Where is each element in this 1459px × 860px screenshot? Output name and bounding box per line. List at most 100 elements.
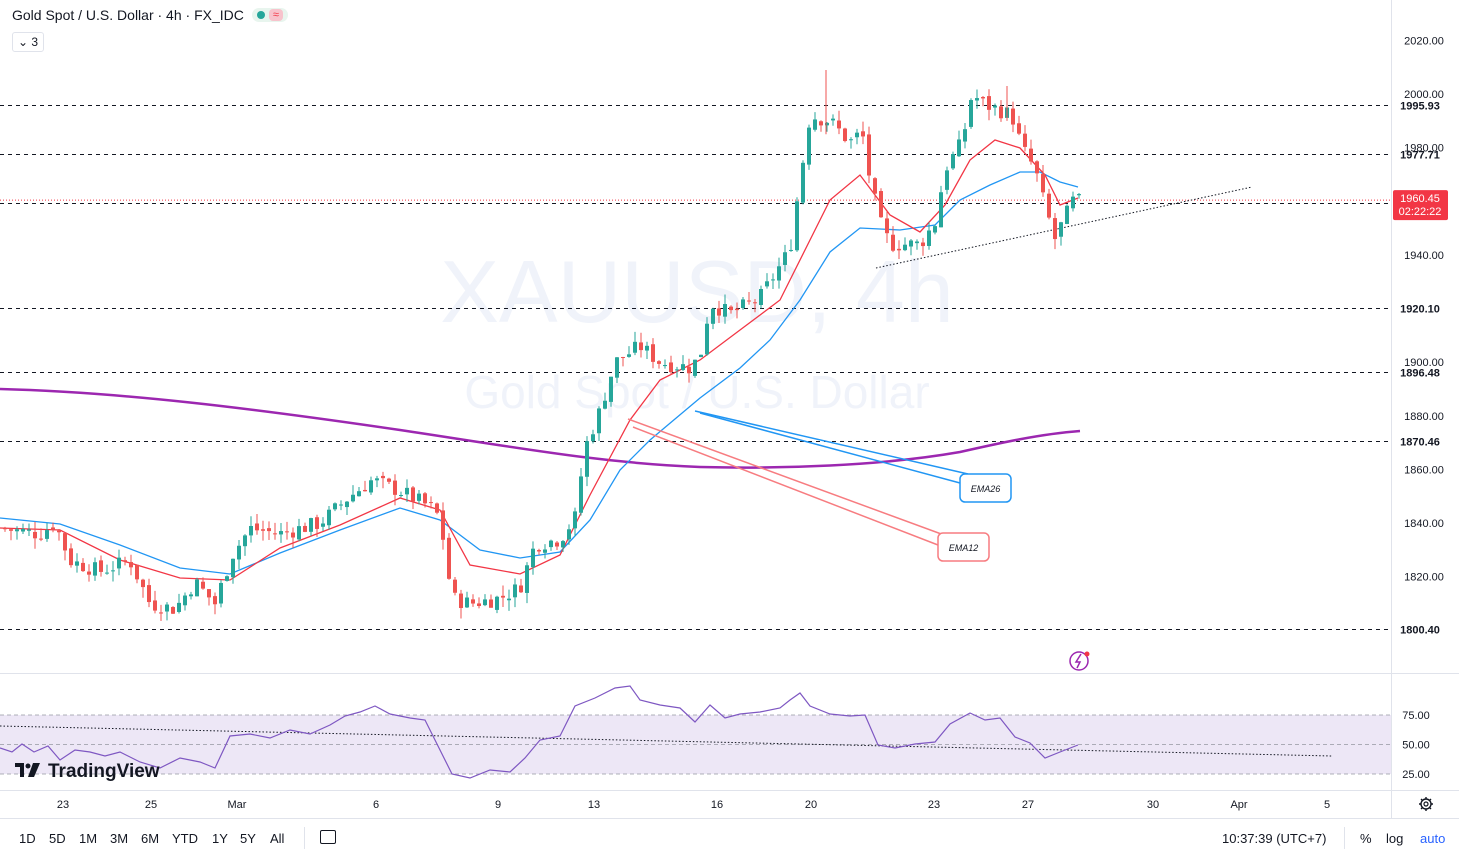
toolbar-separator	[1344, 827, 1345, 849]
candle-body	[735, 308, 739, 311]
clock[interactable]: 10:37:39 (UTC+7)	[1222, 831, 1327, 846]
candle-body	[591, 434, 595, 442]
candle-body	[855, 132, 859, 138]
candle-body	[309, 518, 313, 532]
level-label: 1896.48	[1400, 368, 1440, 380]
time-label: 23	[57, 799, 69, 811]
candle-body	[519, 585, 523, 593]
candle-body	[1059, 222, 1063, 237]
symbol-title[interactable]: Gold Spot / U.S. Dollar · 4h · FX_IDC	[12, 7, 244, 23]
candle-body	[345, 501, 349, 508]
percent-toggle[interactable]: %	[1360, 831, 1372, 846]
timeframe-1y[interactable]: 1Y	[212, 831, 228, 846]
candle-body	[363, 489, 367, 492]
candle-body	[351, 494, 355, 502]
candle-body	[573, 511, 577, 529]
candle-body	[327, 509, 331, 526]
market-open-icon	[256, 11, 265, 19]
candle-body	[831, 118, 835, 121]
candle-body	[447, 537, 451, 579]
time-axis-labels: 23 25 Mar 6 9 13 16 20 23 27 30 Apr 5	[57, 799, 1330, 811]
candle-body	[135, 564, 139, 580]
candle-body	[657, 361, 661, 364]
ema26-callout-box[interactable]	[959, 473, 1012, 503]
timeframe-6m[interactable]: 6M	[141, 831, 160, 846]
candle-body	[663, 365, 667, 367]
price-tick: 2000.00	[1404, 89, 1444, 101]
horizontal-levels: 1995.931977.711959.251920.101896.481870.…	[0, 97, 1448, 638]
candle-body	[765, 281, 769, 287]
timeframe-all[interactable]: All	[270, 831, 285, 846]
candle-body	[585, 441, 589, 477]
candle-body	[1041, 173, 1045, 193]
timeframe-3m[interactable]: 3M	[110, 831, 129, 846]
candle-body	[627, 354, 631, 357]
price-tick: 1820.00	[1404, 572, 1444, 584]
candle-body	[387, 478, 391, 482]
candle-body	[807, 127, 811, 165]
long-ma-line	[0, 387, 1081, 469]
candle-body	[75, 561, 79, 566]
chevron-down-icon: ⌄	[18, 35, 29, 49]
candle-body	[621, 357, 625, 359]
level-label: 1920.10	[1400, 304, 1440, 316]
tradingview-logo[interactable]: TradingView	[15, 761, 160, 782]
date-range-icon[interactable]	[320, 830, 336, 844]
candle-body	[285, 531, 289, 533]
timeframe-1m[interactable]: 1M	[79, 831, 98, 846]
candle-body	[963, 129, 967, 142]
candle-body	[615, 357, 619, 378]
candle-body	[609, 376, 613, 402]
settings-gear-icon[interactable]	[1419, 797, 1433, 811]
timeframe-1d[interactable]: 1D	[19, 831, 36, 846]
trend-line	[875, 186, 1253, 269]
candle-body	[759, 288, 763, 305]
candle-body	[477, 603, 481, 607]
ema12-line	[0, 139, 1079, 581]
candle-body	[861, 131, 865, 137]
time-label: 9	[495, 799, 501, 811]
rsi-axis-ticks: 75.00 50.00 25.00	[1402, 710, 1430, 781]
candle-body	[165, 604, 169, 612]
candle-body	[435, 503, 439, 513]
candle-body	[939, 192, 943, 228]
candle-body	[339, 504, 343, 506]
candle-body	[999, 106, 1003, 119]
candle-body	[507, 598, 511, 601]
candle-body	[1023, 133, 1027, 147]
current-price-value: 1960.45	[1400, 193, 1440, 205]
candle-body	[1065, 205, 1069, 224]
candle-body	[219, 582, 223, 604]
candle-body	[801, 162, 805, 203]
candle-body	[933, 226, 937, 233]
lightning-icon[interactable]	[1069, 651, 1090, 671]
timeframe-ytd[interactable]: YTD	[172, 831, 198, 846]
price-tick: 1840.00	[1404, 518, 1444, 530]
candle-body	[669, 362, 673, 373]
ema12-callout-line-2	[632, 426, 939, 546]
candle-body	[903, 244, 907, 251]
candle-body	[81, 562, 85, 572]
candle-body	[441, 510, 445, 540]
time-label: Apr	[1230, 799, 1247, 811]
candle-body	[1011, 108, 1015, 125]
log-toggle[interactable]: log	[1386, 831, 1404, 846]
candle-body	[543, 549, 547, 553]
auto-toggle[interactable]: auto	[1420, 831, 1446, 846]
indicators-toggle[interactable]: ⌄ 3	[12, 32, 45, 52]
timeframe-5y[interactable]: 5Y	[240, 831, 256, 846]
rsi-trend-line	[0, 725, 1333, 757]
rsi-tick: 25.00	[1402, 769, 1430, 781]
ema12-callout-box[interactable]	[937, 532, 990, 562]
candle-body	[753, 302, 757, 304]
candle-body	[147, 585, 151, 603]
time-label: 30	[1147, 799, 1159, 811]
candle-body	[1071, 196, 1075, 209]
level-label: 1995.93	[1400, 101, 1440, 113]
candle-body	[375, 478, 379, 481]
candle-body	[159, 612, 163, 614]
candle-body	[267, 528, 271, 532]
market-status[interactable]: ≈	[251, 8, 288, 22]
timeframe-5d[interactable]: 5D	[49, 831, 66, 846]
